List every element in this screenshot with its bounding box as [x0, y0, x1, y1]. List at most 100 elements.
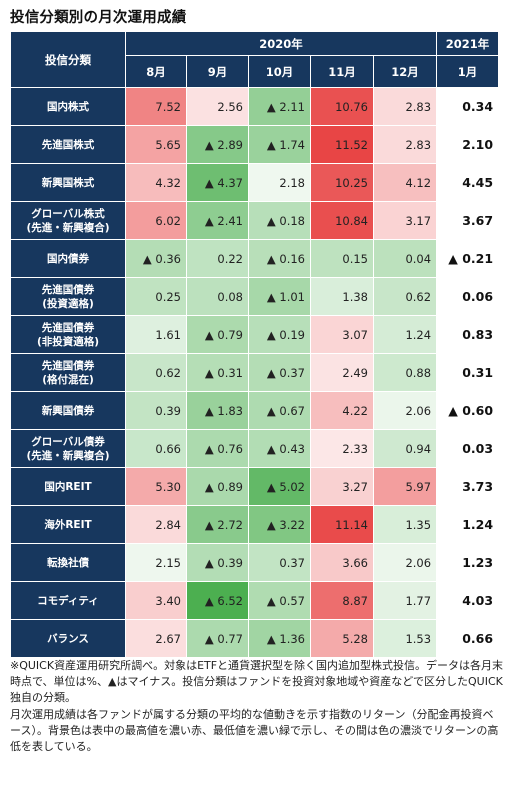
cell-2020-return: 0.39 — [125, 391, 187, 430]
header-month: 9月 — [186, 55, 249, 88]
row-category-label: 国内債券 — [10, 239, 126, 278]
cell-2020-return: ▲ 5.02 — [248, 467, 311, 506]
cell-2020-return: 5.65 — [125, 125, 187, 164]
cell-2020-return: ▲ 0.57 — [248, 581, 311, 620]
cell-2020-return: ▲ 2.72 — [186, 505, 249, 544]
cell-2021-return: 4.03 — [436, 581, 500, 620]
cell-2020-return: ▲ 4.37 — [186, 163, 249, 202]
cell-2021-return: 0.66 — [436, 619, 500, 658]
cell-2020-return: 1.24 — [372, 315, 438, 354]
cell-2021-return: 1.24 — [436, 505, 500, 544]
cell-2021-return: 0.06 — [436, 277, 500, 316]
header-year-2021: 2021年 — [436, 31, 500, 56]
cell-2020-return: ▲ 0.19 — [248, 315, 311, 354]
cell-2020-return: 2.06 — [372, 543, 438, 582]
row-category-label: 国内株式 — [10, 87, 126, 126]
cell-2020-return: 0.62 — [125, 353, 187, 392]
cell-2020-return: ▲ 0.37 — [248, 353, 311, 392]
row-category-label: バランス — [10, 619, 126, 658]
row-category-label: グローバル債券 (先進・新興複合) — [10, 429, 126, 468]
cell-2020-return: 2.33 — [310, 429, 374, 468]
cell-2020-return: 0.37 — [248, 543, 311, 582]
cell-2020-return: 2.49 — [310, 353, 374, 392]
cell-2020-return: ▲ 0.36 — [125, 239, 187, 278]
cell-2021-return: ▲ 0.21 — [436, 239, 500, 278]
cell-2020-return: 2.84 — [125, 505, 187, 544]
cell-2020-return: 10.84 — [310, 201, 374, 240]
row-category-label: コモディティ — [10, 581, 126, 620]
table-row: 先進国債券 (非投資適格) 1.61 ▲ 0.79 ▲ 0.19 3.07 1.24 0.8… — [10, 315, 500, 354]
table-row: バランス 2.67 ▲ 0.77 ▲ 1.36 5.28 1.53 0.66 — [10, 619, 500, 658]
cell-2021-return: 0.31 — [436, 353, 500, 392]
cell-2020-return: 2.67 — [125, 619, 187, 658]
cell-2020-return: 0.88 — [372, 353, 438, 392]
cell-2020-return: ▲ 1.74 — [248, 125, 311, 164]
cell-2020-return: 4.32 — [125, 163, 187, 202]
cell-2020-return: 2.15 — [125, 543, 187, 582]
table-row: 国内REIT 5.30 ▲ 0.89 ▲ 5.02 3.27 5.97 3.73 — [10, 467, 500, 506]
cell-2020-return: ▲ 0.31 — [186, 353, 249, 392]
table-row: 新興国債券 0.39 ▲ 1.83 ▲ 0.67 4.22 2.06 ▲ 0.60 — [10, 391, 500, 430]
table-row: グローバル株式 (先進・新興複合) 6.02 ▲ 2.41 ▲ 0.18 10.84 3.… — [10, 201, 500, 240]
table-row: 国内株式 7.52 2.56 ▲ 2.11 10.76 2.83 0.34 — [10, 87, 500, 126]
cell-2020-return: ▲ 6.52 — [186, 581, 249, 620]
returns-table: 投信分類 2020年 2021年 8月 9月 10月 11月 12月 1月 国内株式 7.5… — [10, 31, 500, 658]
table-row: コモディティ 3.40 ▲ 6.52 ▲ 0.57 8.87 1.77 4.03 — [10, 581, 500, 620]
cell-2021-return: 2.10 — [436, 125, 500, 164]
cell-2020-return: 1.77 — [372, 581, 438, 620]
cell-2020-return: 0.25 — [125, 277, 187, 316]
header-year-2020: 2020年 — [124, 31, 438, 56]
cell-2020-return: 11.52 — [310, 125, 374, 164]
cell-2020-return: 4.22 — [310, 391, 374, 430]
cell-2020-return: 2.06 — [372, 391, 438, 430]
cell-2020-return: ▲ 0.89 — [186, 467, 249, 506]
cell-2020-return: 0.62 — [372, 277, 438, 316]
cell-2020-return: 3.66 — [310, 543, 374, 582]
header-month: 8月 — [125, 55, 187, 88]
cell-2021-return: 0.03 — [436, 429, 500, 468]
cell-2020-return: 2.18 — [248, 163, 311, 202]
row-category-label: 新興国債券 — [10, 391, 126, 430]
header-category: 投信分類 — [10, 31, 126, 88]
table-row: 先進国株式 5.65 ▲ 2.89 ▲ 1.74 11.52 2.83 2.10 — [10, 125, 500, 164]
cell-2020-return: ▲ 0.76 — [186, 429, 249, 468]
header-month: 1月 — [436, 55, 500, 88]
cell-2020-return: ▲ 2.11 — [248, 87, 311, 126]
cell-2020-return: 5.30 — [125, 467, 187, 506]
cell-2020-return: 2.83 — [372, 87, 438, 126]
cell-2020-return: ▲ 1.01 — [248, 277, 311, 316]
cell-2020-return: 0.04 — [372, 239, 438, 278]
row-category-label: 国内REIT — [10, 467, 126, 506]
cell-2020-return: 0.08 — [186, 277, 249, 316]
cell-2020-return: ▲ 3.22 — [248, 505, 311, 544]
table-row: 転換社債 2.15 ▲ 0.39 0.37 3.66 2.06 1.23 — [10, 543, 500, 582]
table-row: 海外REIT 2.84 ▲ 2.72 ▲ 3.22 11.14 1.35 1.24 — [10, 505, 500, 544]
cell-2020-return: 2.83 — [372, 125, 438, 164]
cell-2020-return: 0.66 — [125, 429, 187, 468]
cell-2020-return: ▲ 0.39 — [186, 543, 249, 582]
cell-2020-return: 3.27 — [310, 467, 374, 506]
cell-2020-return: 4.12 — [372, 163, 438, 202]
header-month: 11月 — [310, 55, 374, 88]
cell-2020-return: 11.14 — [310, 505, 374, 544]
cell-2020-return: 2.56 — [186, 87, 249, 126]
cell-2020-return: 3.40 — [125, 581, 187, 620]
table-row: 新興国株式 4.32 ▲ 4.37 2.18 10.25 4.12 4.45 — [10, 163, 500, 202]
row-category-label: 先進国債券 (格付混在) — [10, 353, 126, 392]
cell-2021-return: 0.83 — [436, 315, 500, 354]
page-title: 投信分類別の月次運用成績 — [10, 10, 187, 26]
footnote: ※QUICK資産運用研究所調べ。対象はETFと通貨選択型を除く国内追加型株式投信… — [10, 659, 504, 754]
cell-2020-return: ▲ 0.43 — [248, 429, 311, 468]
cell-2020-return: ▲ 0.16 — [248, 239, 311, 278]
cell-2021-return: 1.23 — [436, 543, 500, 582]
cell-2020-return: ▲ 0.79 — [186, 315, 249, 354]
cell-2020-return: ▲ 0.18 — [248, 201, 311, 240]
row-category-label: 新興国株式 — [10, 163, 126, 202]
cell-2020-return: 10.25 — [310, 163, 374, 202]
row-category-label: グローバル株式 (先進・新興複合) — [10, 201, 126, 240]
row-category-label: 先進国債券 (投資適格) — [10, 277, 126, 316]
cell-2020-return: ▲ 1.36 — [248, 619, 311, 658]
cell-2020-return: 7.52 — [125, 87, 187, 126]
cell-2021-return: 4.45 — [436, 163, 500, 202]
cell-2020-return: 5.28 — [310, 619, 374, 658]
